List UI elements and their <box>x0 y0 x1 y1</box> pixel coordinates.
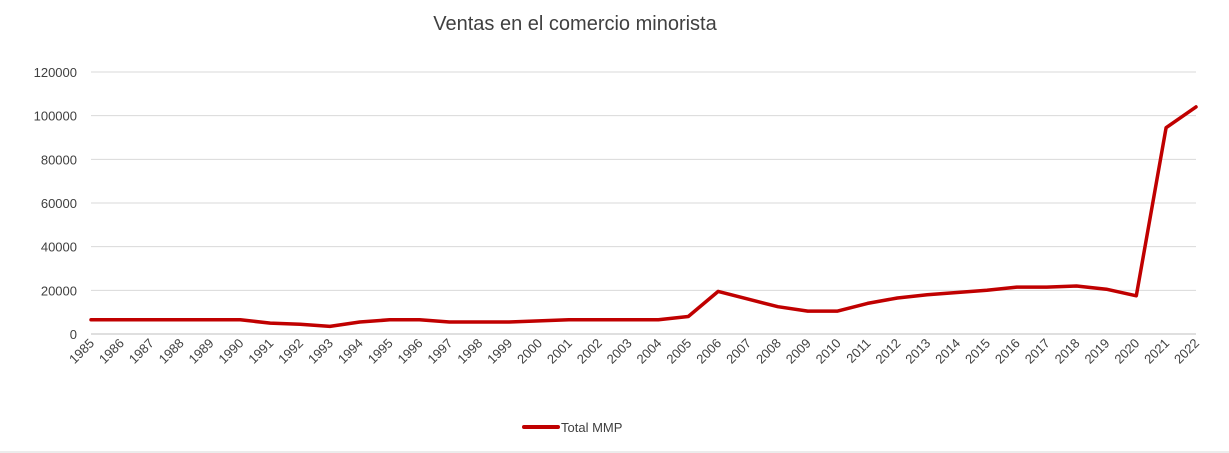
x-tick-label: 2010 <box>813 336 844 367</box>
x-tick-label: 2021 <box>1141 336 1172 367</box>
series-line-total-mmp <box>89 105 1198 329</box>
x-tick-label: 2011 <box>843 336 873 366</box>
x-tick-label: 1995 <box>365 336 396 367</box>
y-tick-label: 0 <box>70 327 77 342</box>
x-tick-label: 1993 <box>305 336 336 367</box>
x-tick-label: 2019 <box>1081 336 1112 367</box>
x-tick-label: 2018 <box>1052 336 1083 367</box>
x-tick-label: 1991 <box>245 336 276 367</box>
series-lines <box>89 105 1198 329</box>
x-tick-label: 2002 <box>574 336 605 367</box>
x-tick-label: 2004 <box>633 336 664 367</box>
x-tick-label: 1987 <box>126 336 157 367</box>
x-tick-label: 2017 <box>1022 336 1053 367</box>
chart-title: Ventas en el comercio minorista <box>433 13 717 35</box>
x-tick-label: 1994 <box>335 336 366 367</box>
x-tick-label: 2005 <box>663 336 694 367</box>
legend-label-total-mmp: Total MMP <box>561 420 622 435</box>
x-tick-label: 2014 <box>932 336 963 367</box>
y-axis-ticks: 0 20000 40000 60000 80000 100000 120000 <box>34 65 77 342</box>
x-tick-label: 2015 <box>962 336 993 367</box>
x-tick-label: 2022 <box>1171 336 1202 367</box>
y-tick-label: 20000 <box>41 283 77 298</box>
x-tick-label: 1996 <box>395 336 426 367</box>
y-tick-label: 100000 <box>34 109 77 124</box>
x-tick-label: 2016 <box>992 336 1023 367</box>
x-tick-label: 2001 <box>544 336 575 367</box>
x-tick-label: 1998 <box>454 336 485 367</box>
x-axis-ticks: 1985198619871988198919901991199219931994… <box>66 336 1202 367</box>
x-tick-label: 1988 <box>156 336 187 367</box>
legend: Total MMP <box>522 420 622 435</box>
x-tick-label: 1989 <box>186 336 217 367</box>
x-tick-label: 2007 <box>723 336 754 367</box>
x-tick-label: 1990 <box>215 336 246 367</box>
x-tick-label: 2006 <box>693 336 724 367</box>
x-tick-label: 2009 <box>783 336 814 367</box>
x-tick-label: 1992 <box>275 336 306 367</box>
y-tick-label: 40000 <box>41 240 77 255</box>
x-tick-label: 1999 <box>484 336 515 367</box>
y-tick-label: 120000 <box>34 65 77 80</box>
y-tick-label: 60000 <box>41 196 77 211</box>
y-tick-label: 80000 <box>41 152 77 167</box>
x-tick-label: 2000 <box>514 336 545 367</box>
gridlines <box>91 71 1196 291</box>
x-tick-label: 1986 <box>96 336 127 367</box>
x-tick-label: 2020 <box>1111 336 1142 367</box>
x-tick-label: 1997 <box>424 336 455 367</box>
x-tick-label: 2012 <box>872 336 903 367</box>
x-tick-label: 2008 <box>753 336 784 367</box>
x-tick-label: 2003 <box>604 336 635 367</box>
x-tick-label: 2013 <box>902 336 933 367</box>
